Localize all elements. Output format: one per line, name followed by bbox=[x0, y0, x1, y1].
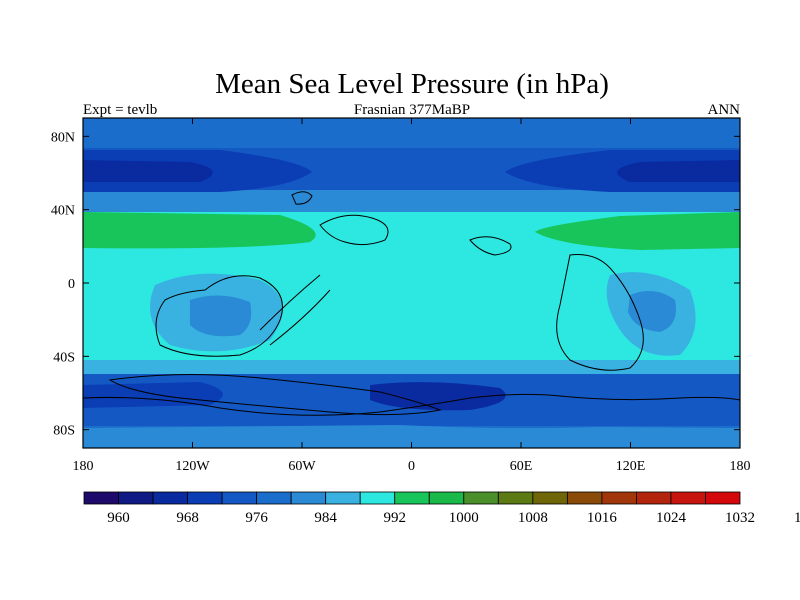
colorbar-swatch bbox=[83, 491, 119, 505]
colorbar-swatch bbox=[290, 491, 327, 505]
colorbar-swatch bbox=[325, 491, 361, 505]
colorbar-swatch bbox=[670, 491, 706, 505]
colorbar-swatch bbox=[394, 491, 430, 505]
coast-north-island bbox=[291, 191, 313, 205]
subtitle-right: ANN bbox=[708, 102, 741, 118]
field-sh-transition-band bbox=[83, 360, 740, 376]
colorbar-label: 968 bbox=[176, 510, 199, 526]
x-tick-label: 0 bbox=[408, 459, 415, 474]
field-nh-transition-band bbox=[83, 190, 740, 212]
colorbar-label: 1000 bbox=[449, 510, 479, 526]
coast-south-band bbox=[108, 373, 442, 416]
x-tick-label: 180 bbox=[730, 459, 751, 474]
x-tick-label: 120W bbox=[175, 459, 210, 474]
colorbar-label: 984 bbox=[314, 510, 337, 526]
x-axis: 180 120W 60W 0 60E 120E 180 bbox=[73, 118, 751, 474]
figure-title: Mean Sea Level Pressure (in hPa) bbox=[215, 68, 609, 100]
colorbar-label: 1016 bbox=[587, 510, 618, 526]
colorbar-swatch bbox=[532, 491, 568, 505]
y-axis: 80N 40N 0 40S 80S bbox=[51, 130, 740, 439]
subtitle-left: Expt = tevlb bbox=[83, 102, 157, 118]
y-tick-label: 40S bbox=[53, 350, 75, 365]
colorbar-swatch bbox=[636, 491, 672, 505]
field-tropical-patch-east-core bbox=[628, 291, 676, 332]
colorbar-swatch bbox=[256, 491, 292, 505]
field-subtrop-high-east bbox=[535, 212, 740, 250]
colorbar-label: 992 bbox=[383, 510, 406, 526]
field-subtrop-high-west bbox=[83, 212, 316, 249]
colorbar-swatch bbox=[601, 491, 637, 505]
coast-gondwana-east bbox=[556, 254, 644, 371]
colorbar-swatch bbox=[566, 491, 603, 505]
colorbar: 960 968 976 984 992 1000 1008 1016 1024 1032 1040 bbox=[83, 491, 800, 526]
field-nh-low-west-core bbox=[83, 160, 213, 182]
field-sh-low-core-west bbox=[83, 382, 223, 408]
colorbar-swatch bbox=[463, 491, 499, 505]
y-tick-label: 80N bbox=[51, 130, 75, 145]
coastlines bbox=[83, 191, 740, 416]
colorbar-swatch bbox=[152, 491, 188, 505]
colorbar-swatch bbox=[497, 491, 534, 505]
coast-south-main bbox=[83, 393, 740, 416]
colorbar-label: 1024 bbox=[656, 510, 687, 526]
y-tick-label: 0 bbox=[68, 277, 75, 292]
colorbar-label: 960 bbox=[107, 510, 130, 526]
x-tick-label: 60W bbox=[288, 459, 316, 474]
y-tick-label: 40N bbox=[51, 204, 75, 219]
field-tropical-patch-west-core bbox=[190, 295, 252, 337]
x-tick-label: 180 bbox=[73, 459, 94, 474]
field-sh-low-core-center bbox=[370, 382, 506, 411]
colorbar-swatch bbox=[359, 491, 396, 505]
coast-laurussia bbox=[319, 214, 389, 246]
subtitle-center: Frasnian 377MaBP bbox=[354, 102, 470, 118]
coast-west-ridges bbox=[259, 274, 331, 346]
field-nh-low-east-core bbox=[617, 160, 740, 182]
colorbar-label: 1008 bbox=[518, 510, 548, 526]
colorbar-label: 1040 bbox=[794, 510, 800, 526]
x-tick-label: 120E bbox=[616, 459, 646, 474]
colorbar-label: 1032 bbox=[725, 510, 755, 526]
field-sh-polar-inner bbox=[83, 425, 740, 448]
coast-east-islands bbox=[469, 236, 512, 256]
colorbar-swatch bbox=[187, 491, 223, 505]
colorbar-swatch bbox=[428, 491, 465, 505]
coast-west-arc bbox=[155, 275, 283, 357]
colorbar-swatch bbox=[118, 491, 154, 505]
colorbar-swatch bbox=[705, 491, 741, 505]
y-tick-label: 80S bbox=[53, 424, 75, 439]
colorbar-label: 976 bbox=[245, 510, 268, 526]
x-tick-label: 60E bbox=[510, 459, 533, 474]
colorbar-swatch bbox=[221, 491, 258, 505]
